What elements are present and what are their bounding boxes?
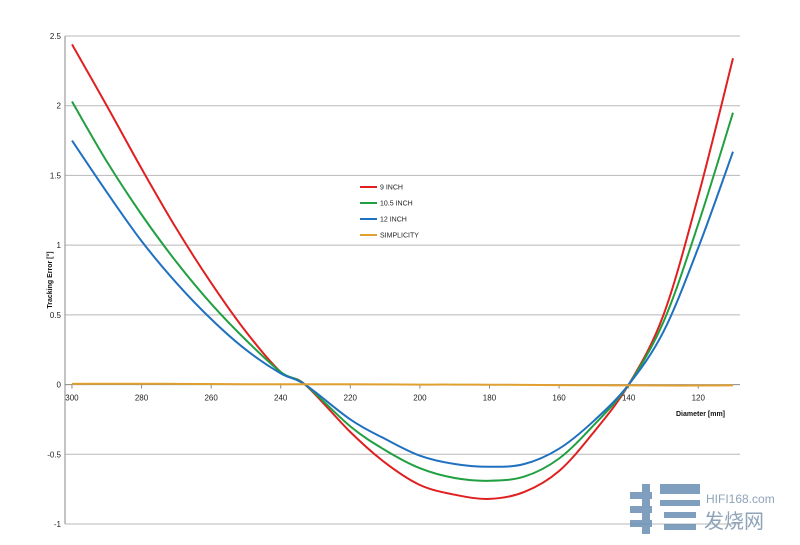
- x-tick-label: 220: [344, 394, 358, 403]
- x-tick-label: 260: [204, 394, 218, 403]
- tick-labels: 2.5 2 1.5 1 0.5 0 -0.5 -1 300 280 260 240 220 200 180 1…: [47, 32, 705, 529]
- site-logo: [630, 484, 700, 534]
- y-tick-label: 2: [57, 102, 62, 111]
- x-tick-label: 240: [274, 394, 288, 403]
- y-axis-title: Tracking Error [°]: [46, 251, 54, 308]
- legend: 9 INCH 10.5 INCH 12 INCH SIMPLICITY: [360, 185, 419, 240]
- series-line-3: [71, 382, 734, 387]
- y-tick-label: 2.5: [50, 32, 62, 41]
- x-tick-label: 280: [135, 394, 149, 403]
- x-tick-label: 120: [692, 394, 706, 403]
- series-line-2: [71, 140, 734, 468]
- x-tick-label: 160: [552, 394, 566, 403]
- y-tick-label: 1.5: [50, 171, 62, 180]
- x-axis-title: Diameter [mm]: [676, 411, 725, 418]
- y-tick-label: -1: [54, 520, 62, 529]
- legend-label: 10.5 INCH: [380, 201, 413, 208]
- grid-lines: [65, 35, 740, 525]
- y-tick-label: -0.5: [47, 450, 61, 459]
- watermark-name: 发烧网: [704, 510, 764, 533]
- watermark-site: HIFI168.com: [706, 492, 775, 506]
- watermark: HIFI168.com 发烧网: [630, 484, 775, 534]
- legend-label: 12 INCH: [380, 217, 407, 224]
- y-tick-label: 1: [57, 241, 62, 250]
- series-line-1: [71, 100, 734, 482]
- y-tick-label: 0: [57, 381, 62, 390]
- series-line-0: [71, 43, 734, 500]
- y-tick-label: 0.5: [50, 311, 62, 320]
- x-tick-label: 140: [622, 394, 636, 403]
- legend-label: 9 INCH: [380, 185, 403, 192]
- legend-label: SIMPLICITY: [380, 233, 419, 240]
- x-tick-label: 300: [65, 394, 79, 403]
- x-tick-label: 200: [413, 394, 427, 403]
- series-lines: [71, 43, 734, 500]
- axes: [64, 36, 699, 524]
- x-tick-label: 180: [483, 394, 497, 403]
